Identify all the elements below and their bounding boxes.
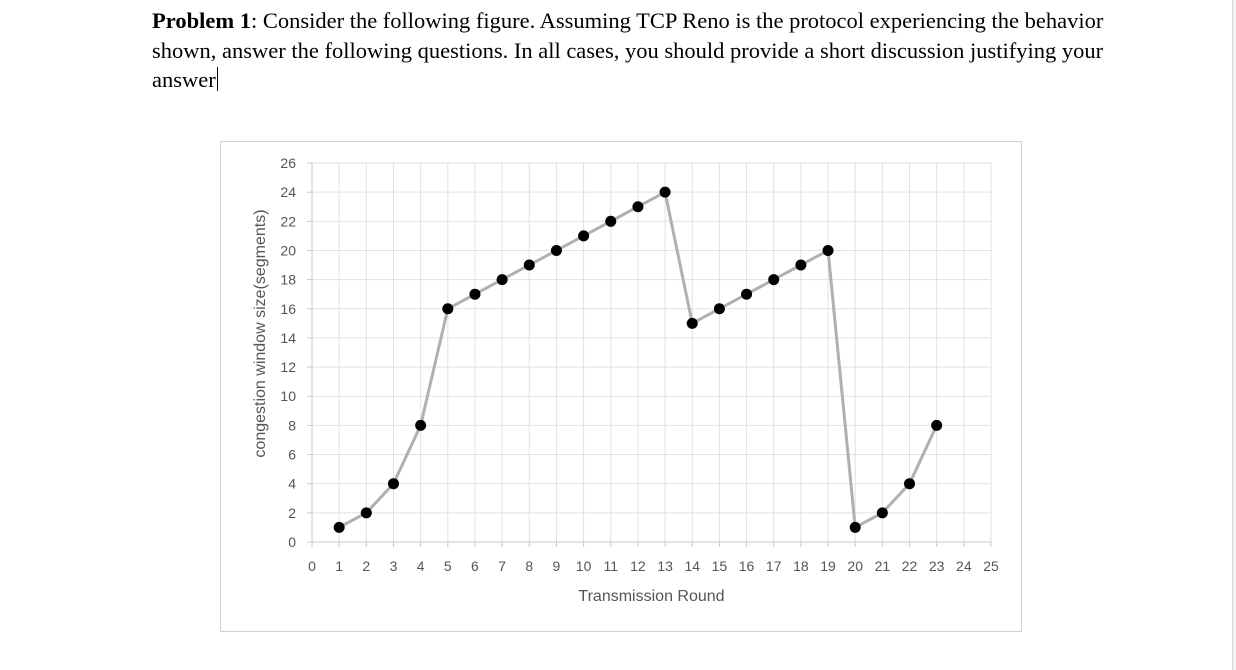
x-tick-label: 14 — [684, 558, 700, 574]
x-tick-label: 17 — [766, 558, 782, 574]
y-tick-label: 8 — [288, 417, 296, 433]
y-tick-label: 4 — [288, 476, 296, 492]
y-tick-label: 20 — [280, 242, 296, 258]
data-point — [741, 288, 753, 300]
y-tick-label: 0 — [288, 534, 296, 550]
data-point — [632, 201, 644, 213]
y-tick-label: 12 — [280, 359, 296, 375]
x-tick-label: 1 — [335, 558, 343, 574]
x-tick-label: 25 — [983, 558, 999, 574]
y-axis-title: congestion window size(segments) — [252, 209, 269, 457]
data-point — [550, 244, 562, 256]
data-point — [442, 303, 454, 315]
x-tick-label: 0 — [308, 558, 316, 574]
x-tick-label: 24 — [956, 558, 972, 574]
x-axis-title: Transmission Round — [578, 588, 724, 605]
data-point — [415, 419, 427, 431]
x-tick-label: 23 — [929, 558, 945, 574]
y-tick-label: 2 — [288, 505, 296, 521]
data-point — [931, 419, 943, 431]
data-point — [686, 317, 698, 329]
y-tick-label: 26 — [280, 155, 296, 171]
x-tick-label: 10 — [576, 558, 592, 574]
problem-statement[interactable]: Problem 1: Consider the following figure… — [152, 6, 1132, 95]
chart-grid — [312, 162, 992, 542]
x-tick-label: 7 — [498, 558, 506, 574]
data-point — [469, 288, 481, 300]
x-tick-label: 18 — [793, 558, 809, 574]
x-tick-label: 15 — [712, 558, 728, 574]
data-point — [333, 521, 345, 533]
x-tick-label: 2 — [362, 558, 370, 574]
series-markers — [333, 186, 943, 533]
y-tick-label: 16 — [280, 301, 296, 317]
chart-frame[interactable]: 0 2 4 6 8 10 12 14 16 18 20 22 24 26 0 1 2 3 4 5 6 7 8 9 10 11 12… — [220, 141, 1022, 632]
data-point — [795, 259, 807, 271]
chart-axes — [307, 162, 992, 547]
x-tick-label: 4 — [417, 558, 425, 574]
x-tick-label: 9 — [553, 558, 561, 574]
x-tick-label: 3 — [390, 558, 398, 574]
y-tick-label: 6 — [288, 447, 296, 463]
data-point — [523, 259, 535, 271]
x-tick-label: 16 — [739, 558, 755, 574]
problem-text: : Consider the following figure. Assumin… — [152, 8, 1104, 92]
y-tick-label: 10 — [280, 388, 296, 404]
x-tick-label: 19 — [820, 558, 836, 574]
data-point — [822, 244, 834, 256]
data-point — [768, 274, 780, 286]
x-tick-label: 22 — [902, 558, 918, 574]
x-tick-label: 5 — [444, 558, 452, 574]
text-cursor — [216, 67, 218, 91]
data-point — [876, 507, 888, 519]
x-tick-label: 21 — [875, 558, 891, 574]
y-tick-label: 22 — [280, 213, 296, 229]
data-point — [849, 521, 861, 533]
data-point — [659, 186, 671, 198]
data-point — [713, 303, 725, 315]
data-point — [360, 507, 372, 519]
data-point — [578, 230, 590, 242]
problem-label: Problem 1 — [152, 8, 251, 33]
y-tick-label: 18 — [280, 272, 296, 288]
x-tick-label: 20 — [847, 558, 863, 574]
y-tick-label: 14 — [280, 330, 296, 346]
data-point — [904, 478, 916, 490]
x-tick-label: 12 — [630, 558, 646, 574]
y-tick-label: 24 — [280, 184, 296, 200]
data-point — [496, 274, 508, 286]
x-tick-label: 13 — [657, 558, 673, 574]
data-point — [605, 215, 617, 227]
x-tick-label: 6 — [471, 558, 479, 574]
data-point — [387, 478, 399, 490]
x-tick-label: 11 — [603, 558, 618, 574]
x-tick-labels: 0 1 2 3 4 5 6 7 8 9 10 11 12 13 14 15 16 17 18 19 20 21 22 23 24… — [308, 558, 999, 574]
x-tick-label: 8 — [525, 558, 533, 574]
